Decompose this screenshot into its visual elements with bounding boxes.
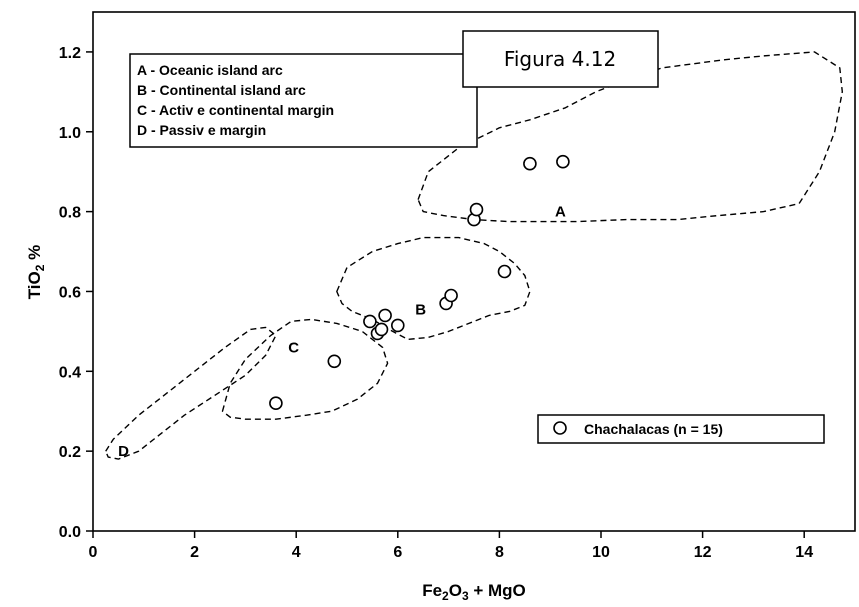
series-legend-label: Chachalacas (n = 15): [584, 421, 723, 437]
x-axis-title-sub2: 3: [462, 589, 469, 603]
field-letter-d: D: [118, 443, 129, 460]
x-tick-label: 10: [592, 544, 610, 561]
data-point: [390, 318, 405, 333]
figure-label: Figura 4.12: [462, 30, 659, 88]
x-tick-label: 8: [495, 544, 504, 561]
field-outline-a: [417, 51, 843, 223]
figure-label-box: [462, 30, 659, 88]
y-tick-label: 1.2: [59, 45, 81, 62]
field-letter-c: C: [288, 339, 299, 356]
data-point: [363, 314, 377, 329]
y-tick-label: 0.8: [59, 205, 81, 222]
data-point: [523, 156, 537, 171]
x-tick-label: 12: [694, 544, 712, 561]
x-tick-label: 14: [795, 544, 813, 561]
x-axis-title-mid: O: [449, 581, 462, 600]
y-axis-title-tail: %: [25, 245, 44, 265]
field-legend-box: [129, 53, 478, 148]
plot-frame: [92, 11, 856, 532]
x-axis-ticks: 0 2 4 6 8 10 12 14: [89, 531, 813, 561]
data-point: [469, 202, 484, 217]
x-tick-label: 2: [190, 544, 199, 561]
y-tick-label: 0.2: [59, 444, 81, 461]
field-legend-item-c: C - Activ e continental margin: [137, 102, 334, 118]
figure-label-text: Figura 4.12: [504, 47, 616, 71]
series-legend-box: [537, 414, 825, 444]
field-legend-item-b: B - Continental island arc: [137, 82, 306, 98]
x-axis-title-sub1: 2: [442, 589, 449, 603]
y-tick-label: 1.0: [59, 125, 81, 142]
field-legend-item-d: D - Passiv e margin: [137, 122, 266, 138]
field-legend: A - Oceanic island arc B - Continental i…: [129, 53, 478, 148]
y-tick-label: 0.4: [59, 364, 81, 381]
x-tick-label: 4: [292, 544, 301, 561]
x-axis-title-main: Fe: [422, 581, 442, 600]
x-tick-label: 6: [393, 544, 402, 561]
data-point: [444, 288, 458, 303]
x-axis-title-tail: + MgO: [469, 581, 526, 600]
data-point: [556, 154, 570, 169]
data-point: [497, 264, 512, 279]
field-outline-d: [104, 326, 277, 460]
field-legend-item-a: A - Oceanic island arc: [137, 62, 283, 78]
data-points: [269, 154, 570, 411]
y-axis-ticks: 0.0 0.2 0.4 0.6 0.8 1.0 1.2: [59, 45, 93, 541]
data-point: [374, 322, 389, 337]
y-tick-label: 0.0: [59, 524, 81, 541]
y-axis-title-main: TiO: [25, 271, 44, 299]
data-point: [378, 308, 392, 323]
x-axis-title: Fe2O3 + MgO: [422, 581, 526, 603]
x-tick-label: 0: [89, 544, 98, 561]
y-axis-title: TiO2 %: [25, 245, 47, 300]
y-tick-label: 0.6: [59, 284, 81, 301]
data-point: [327, 354, 342, 369]
series-legend: Chachalacas (n = 15): [537, 414, 825, 444]
field-letter-b: B: [415, 301, 426, 318]
field-outline-c: [221, 318, 389, 420]
data-point: [269, 396, 283, 411]
series-legend-marker: [553, 421, 567, 435]
y-axis-title-sub: 2: [33, 264, 47, 271]
field-letter-a: A: [555, 204, 566, 221]
